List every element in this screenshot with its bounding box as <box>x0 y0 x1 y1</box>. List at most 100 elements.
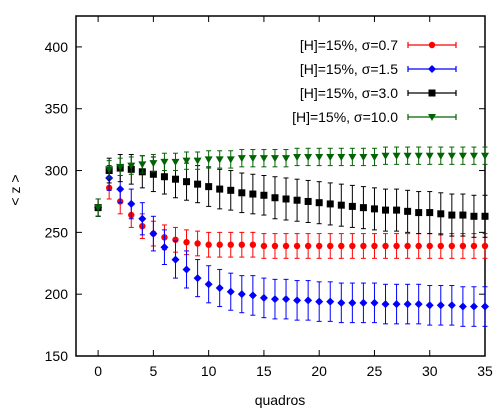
data-point <box>293 153 302 161</box>
data-point <box>282 195 290 203</box>
data-point <box>392 300 401 309</box>
data-point <box>259 155 268 163</box>
data-point <box>160 243 169 252</box>
data-point <box>315 153 324 161</box>
data-point <box>382 206 390 214</box>
data-point <box>337 298 346 307</box>
data-point <box>359 204 367 212</box>
data-point <box>227 186 235 194</box>
y-tick-label: 200 <box>45 286 69 302</box>
y-axis-label: < z > <box>7 174 23 205</box>
data-point <box>315 297 324 306</box>
data-point <box>326 153 335 161</box>
series-2 <box>94 165 489 327</box>
data-point <box>404 242 411 250</box>
data-point <box>226 156 235 164</box>
x-tick-label: 5 <box>149 363 157 379</box>
data-point <box>248 155 257 163</box>
data-point <box>470 242 478 250</box>
data-point <box>415 242 422 250</box>
data-point <box>470 212 478 220</box>
data-point <box>204 280 213 289</box>
legend-marker <box>428 65 436 73</box>
data-point <box>447 152 456 160</box>
data-point <box>469 302 478 311</box>
data-point <box>348 202 356 210</box>
data-point <box>360 242 367 250</box>
data-point <box>425 301 434 310</box>
data-point <box>282 242 290 250</box>
data-point <box>138 161 147 169</box>
data-point <box>426 209 434 217</box>
data-point <box>315 242 323 250</box>
series-4 <box>94 146 489 217</box>
y-tick-label: 350 <box>45 101 69 117</box>
data-point <box>459 211 467 219</box>
data-point <box>393 206 401 214</box>
axes: 0 5 10 15 20 25 30 35 150 200 250 300 350 400 <box>45 16 493 379</box>
legend-label: [H]=15%, σ=0.7 <box>300 37 398 53</box>
data-point <box>447 301 456 310</box>
data-point <box>481 212 489 220</box>
data-point <box>381 152 390 160</box>
y-tick-label: 300 <box>45 163 69 179</box>
data-point <box>326 200 334 208</box>
legend-marker <box>428 41 436 49</box>
y-tick-label: 400 <box>45 39 69 55</box>
x-tick-label: 25 <box>367 363 383 379</box>
data-point <box>149 229 158 238</box>
legend: [H]=15%, σ=0.7 [H]=15%, σ=1.5 [H]=15%, σ=3… <box>292 37 457 125</box>
data-point <box>116 163 125 171</box>
data-point <box>193 274 202 283</box>
x-tick-label: 20 <box>311 363 327 379</box>
data-point <box>370 205 378 213</box>
data-point <box>227 241 234 248</box>
data-point <box>370 298 379 307</box>
data-point <box>282 155 291 163</box>
legend-marker <box>428 114 436 121</box>
y-tick-label: 250 <box>45 224 69 240</box>
data-point <box>237 155 246 163</box>
legend-marker <box>428 89 436 97</box>
data-point <box>459 242 467 250</box>
data-point <box>403 152 412 160</box>
x-tick-label: 35 <box>477 363 493 379</box>
data-point <box>414 152 423 160</box>
data-point <box>481 242 489 250</box>
data-point <box>249 190 257 198</box>
data-point <box>425 152 434 160</box>
data-point <box>458 152 467 160</box>
legend-label: [H]=15%, σ=3.0 <box>300 85 398 101</box>
data-point <box>282 295 291 304</box>
data-point <box>315 199 323 207</box>
data-point <box>248 291 257 300</box>
legend-label: [H]=15%, σ=10.0 <box>292 109 398 125</box>
data-point <box>171 158 180 166</box>
data-point <box>448 211 456 219</box>
legend-label: [H]=15%, σ=1.5 <box>300 61 398 77</box>
data-point <box>271 194 279 202</box>
data-point <box>138 214 147 223</box>
x-tick-label: 15 <box>256 363 272 379</box>
data-point <box>160 158 169 166</box>
data-point <box>338 242 345 250</box>
data-point <box>414 300 423 309</box>
data-point <box>304 296 313 305</box>
data-point <box>182 157 191 165</box>
data-point <box>382 242 389 250</box>
data-point <box>238 189 246 197</box>
data-point <box>149 170 157 178</box>
data-point <box>215 156 224 164</box>
data-point <box>393 242 400 250</box>
data-point <box>469 152 478 160</box>
data-point <box>205 241 212 248</box>
data-point <box>226 287 235 296</box>
data-point <box>204 156 213 164</box>
data-point <box>293 242 301 250</box>
data-point <box>182 265 191 274</box>
data-point <box>160 173 168 181</box>
data-point <box>127 162 136 170</box>
data-point <box>381 300 390 309</box>
series-1 <box>94 176 489 259</box>
data-point <box>359 298 368 307</box>
